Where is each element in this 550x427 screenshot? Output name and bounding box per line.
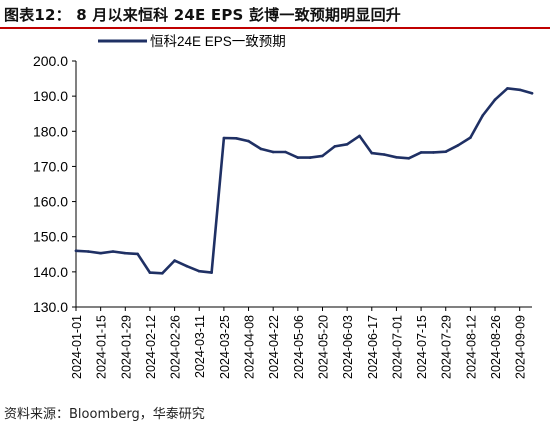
data-point xyxy=(124,251,127,255)
x-tick-label: 2024-02-12 xyxy=(144,315,158,379)
data-point xyxy=(395,156,398,159)
x-tick-label: 2024-03-25 xyxy=(218,315,232,379)
data-point xyxy=(247,139,250,143)
data-point xyxy=(481,114,485,117)
data-point xyxy=(111,250,115,253)
data-point xyxy=(234,137,238,140)
data-point xyxy=(136,252,139,256)
y-tick-label: 150.0 xyxy=(33,229,68,245)
x-tick-label: 2024-03-11 xyxy=(193,315,207,378)
data-point xyxy=(518,88,521,92)
x-tick-label: 2024-08-12 xyxy=(464,315,478,379)
y-tick-label: 160.0 xyxy=(33,194,68,210)
data-point xyxy=(345,143,349,146)
data-point xyxy=(197,269,201,273)
x-tick-label: 2024-07-29 xyxy=(440,315,454,379)
y-tick-label: 140.0 xyxy=(33,264,68,280)
x-tick-label: 2024-07-15 xyxy=(415,315,429,379)
data-point xyxy=(148,271,152,274)
x-tick-label: 2024-05-20 xyxy=(316,315,330,379)
data-point xyxy=(284,150,287,154)
x-tick-label: 2024-09-09 xyxy=(514,315,528,379)
x-tick-label: 2024-01-15 xyxy=(95,315,109,379)
figure-title: 图表12： 8 月以来恒科 24E EPS 彭博一致预期明显回升 xyxy=(4,6,401,24)
y-tick-label: 190.0 xyxy=(33,88,68,104)
legend-label: 恒科24E EPS一致预期 xyxy=(150,34,286,49)
data-point xyxy=(432,151,435,154)
data-point xyxy=(210,271,213,274)
series-line-hstech-eps xyxy=(74,87,534,275)
x-tick-label: 2024-06-03 xyxy=(341,315,355,379)
title-rule xyxy=(0,27,550,29)
data-point xyxy=(321,154,324,158)
data-point xyxy=(370,151,374,155)
data-point xyxy=(271,150,275,154)
data-point xyxy=(161,272,164,275)
x-tick-label: 2024-08-26 xyxy=(489,315,503,379)
data-point xyxy=(419,151,423,154)
y-tick-label: 180.0 xyxy=(33,123,68,139)
x-tick-label: 2024-02-26 xyxy=(169,315,183,379)
data-point xyxy=(506,87,509,90)
data-point xyxy=(358,134,361,138)
data-point xyxy=(99,251,102,255)
x-tick-label: 2024-04-08 xyxy=(243,315,257,379)
title-bar: 图表12： 8 月以来恒科 24E EPS 彭博一致预期明显回升 xyxy=(0,0,550,27)
x-tick-label: 2024-06-17 xyxy=(366,315,380,379)
data-point xyxy=(469,136,472,139)
x-tick-label: 2024-04-22 xyxy=(267,315,281,379)
x-tick-label: 2024-05-06 xyxy=(292,315,306,379)
data-point xyxy=(74,249,78,253)
data-point xyxy=(296,156,300,159)
data-point xyxy=(493,98,497,101)
x-tick-label: 2024-01-29 xyxy=(119,315,133,379)
data-point xyxy=(333,145,337,148)
data-point xyxy=(87,250,90,253)
data-point xyxy=(456,144,460,147)
data-point xyxy=(530,92,534,95)
data-point xyxy=(444,150,448,153)
x-tick-label: 2024-07-01 xyxy=(390,315,404,379)
source-note: 资料来源：Bloomberg，华泰研究 xyxy=(4,407,205,422)
y-tick-label: 200.0 xyxy=(33,53,68,69)
y-tick-label: 170.0 xyxy=(33,158,68,174)
data-point xyxy=(222,136,226,140)
x-tick-label: 2024-01-01 xyxy=(70,315,84,379)
data-point xyxy=(185,264,189,268)
data-point xyxy=(259,147,263,151)
data-point xyxy=(382,153,386,156)
data-point xyxy=(308,156,312,159)
data-point xyxy=(173,259,176,262)
data-point xyxy=(407,157,411,160)
y-tick-label: 130.0 xyxy=(33,299,68,315)
